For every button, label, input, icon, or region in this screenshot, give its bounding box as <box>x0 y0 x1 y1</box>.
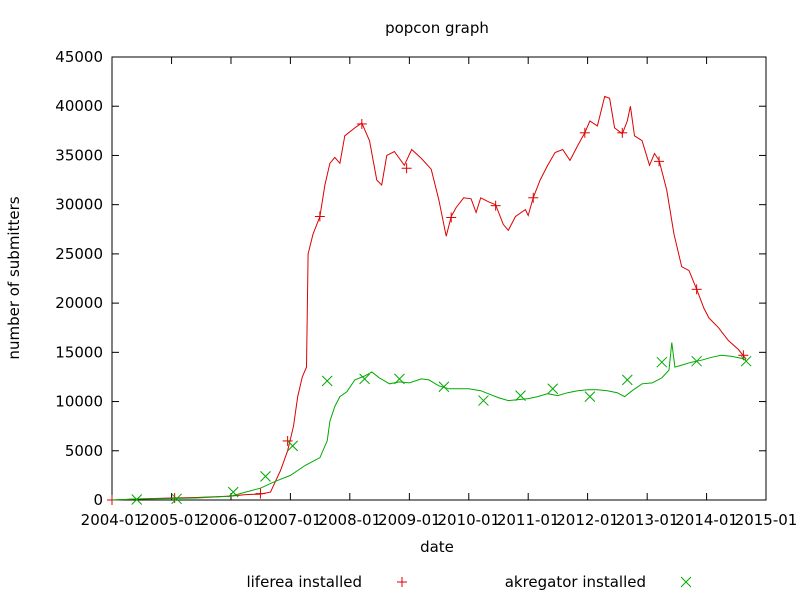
liferea-data-marker <box>401 163 412 174</box>
y-tick-label: 20000 <box>55 294 103 312</box>
y-tick-label: 30000 <box>55 196 103 214</box>
akregator-data-marker <box>740 355 752 367</box>
liferea-series-line <box>111 95 747 501</box>
y-axis: 0 5000 10000 15000 20000 25000 30000 35000 40000… <box>55 48 766 509</box>
x-tick-label: 2007-01 <box>259 511 322 529</box>
liferea-data-marker <box>255 488 266 499</box>
x-tick-label: 2008-01 <box>318 511 381 529</box>
akregator-data-marker <box>260 471 271 482</box>
akregator-data-marker <box>621 374 633 386</box>
akregator-data-marker <box>394 373 405 385</box>
akregator-data-marker <box>547 383 559 395</box>
akregator-data-marker <box>691 355 703 367</box>
akregator-legend-marker <box>680 576 692 588</box>
x-tick-label: 2006-01 <box>200 511 263 529</box>
y-tick-label: 40000 <box>55 97 103 115</box>
akregator-data-marker <box>131 494 143 505</box>
y-axis-label: number of submitters <box>5 196 23 359</box>
legend: liferea installed akregator installed <box>246 573 692 591</box>
x-tick-label: 2005-01 <box>140 511 203 529</box>
x-axis: 2004-012005-012006-012007-012008-012009-… <box>81 57 798 529</box>
y-tick-label: 0 <box>93 491 103 509</box>
liferea-legend-label: liferea installed <box>246 573 362 591</box>
y-tick-label: 25000 <box>55 245 103 263</box>
chart-title: popcon graph <box>385 19 489 37</box>
liferea-data-marker <box>617 127 628 138</box>
liferea-data-marker <box>356 118 367 129</box>
y-tick-label: 5000 <box>65 442 103 460</box>
liferea-data-marker <box>528 192 539 203</box>
x-tick-label: 2011-01 <box>497 511 560 529</box>
akregator-series-line <box>111 342 747 501</box>
akregator-data-marker <box>478 395 489 406</box>
akregator-data-marker <box>171 493 182 505</box>
akregator-legend-label: akregator installed <box>505 573 646 591</box>
akregator-data-marker <box>359 373 370 385</box>
x-tick-label: 2013-01 <box>616 511 679 529</box>
liferea-data-marker <box>654 156 665 167</box>
y-tick-label: 35000 <box>55 146 103 164</box>
x-tick-label: 2009-01 <box>378 511 441 529</box>
y-tick-label: 15000 <box>55 343 103 361</box>
plot-frame <box>111 56 767 501</box>
liferea-data-marker <box>490 200 501 211</box>
akregator-data-marker <box>287 440 299 452</box>
y-tick-label: 10000 <box>55 393 103 411</box>
liferea-data-marker <box>446 212 457 223</box>
liferea-data-marker <box>579 127 590 138</box>
akregator-data-marker <box>515 390 526 402</box>
x-tick-label: 2010-01 <box>437 511 500 529</box>
x-axis-label: date <box>420 538 454 556</box>
liferea-data-marker <box>314 211 325 222</box>
x-tick-label: 2012-01 <box>556 511 619 529</box>
akregator-data-marker <box>321 375 333 387</box>
x-tick-label: 2014-01 <box>675 511 738 529</box>
x-tick-label: 2015-01 <box>735 511 798 529</box>
akregator-data-marker <box>438 381 450 393</box>
liferea-data-marker <box>691 284 702 295</box>
akregator-data-marker <box>584 391 596 402</box>
x-tick-label: 2004-01 <box>81 511 144 529</box>
akregator-data-marker <box>656 356 668 368</box>
series-layer <box>107 95 752 505</box>
liferea-legend-marker <box>397 577 407 587</box>
y-tick-label: 45000 <box>55 48 103 66</box>
akregator-data-marker <box>227 486 239 498</box>
